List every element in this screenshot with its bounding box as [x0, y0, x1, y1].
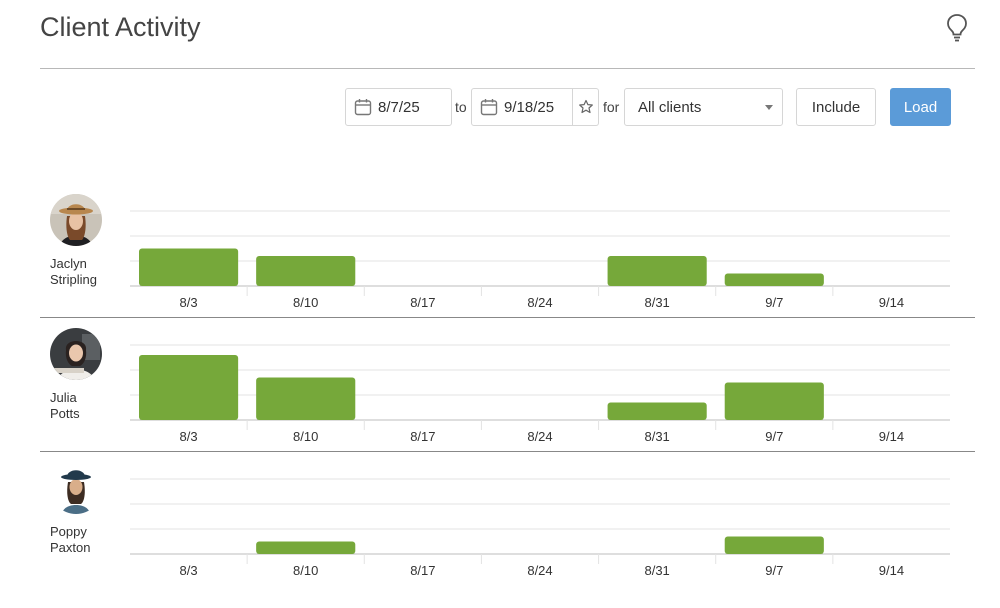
- row-divider: [40, 317, 975, 318]
- tick-label: 8/31: [644, 295, 669, 310]
- tick-label: 8/24: [527, 295, 552, 310]
- tick-label: 9/14: [879, 429, 904, 444]
- calendar-icon: [354, 99, 372, 116]
- activity-chart: 8/3 8/10 8/17 8/24 8/31 9/7 9/14: [130, 210, 950, 310]
- activity-bar: [724, 536, 824, 554]
- tick-label: 8/31: [644, 429, 669, 444]
- activity-bar: [607, 256, 707, 286]
- client-name[interactable]: Julia Potts: [50, 390, 80, 421]
- include-button[interactable]: Include: [796, 88, 876, 126]
- title-divider: [40, 68, 975, 69]
- activity-bar: [724, 273, 824, 286]
- activity-bar: [724, 382, 824, 420]
- client-filter-select[interactable]: All clients: [624, 88, 783, 126]
- tick-label: 8/17: [410, 429, 435, 444]
- activity-bar: [256, 377, 356, 420]
- load-button[interactable]: Load: [890, 88, 951, 126]
- tick-label: 8/3: [180, 295, 198, 310]
- avatar-photo-icon: [50, 462, 102, 514]
- end-date-input[interactable]: 9/18/25: [471, 88, 573, 126]
- chevron-down-icon: [765, 104, 773, 110]
- tick-label: 9/7: [765, 295, 783, 310]
- activity-bar: [139, 248, 239, 286]
- activity-bar: [256, 256, 356, 286]
- activity-bar: [256, 541, 356, 554]
- client-row: Poppy Paxton 8/3 8/10 8/17 8/24 8/31 9/7 9/14: [0, 462, 1000, 596]
- start-date-value: 8/7/25: [378, 98, 420, 116]
- tick-label: 8/10: [293, 429, 318, 444]
- tick-label: 8/17: [410, 295, 435, 310]
- avatar-photo-icon: [50, 194, 102, 246]
- tick-label: 9/7: [765, 563, 783, 578]
- avatar[interactable]: [50, 462, 102, 514]
- tick-label: 8/10: [293, 563, 318, 578]
- start-date-input[interactable]: 8/7/25: [345, 88, 452, 126]
- client-name[interactable]: Jaclyn Stripling: [50, 256, 97, 287]
- avatar[interactable]: [50, 328, 102, 380]
- favorite-range-button[interactable]: [573, 88, 599, 126]
- tick-label: 8/3: [180, 429, 198, 444]
- row-divider: [40, 451, 975, 452]
- page-title: Client Activity: [40, 12, 201, 42]
- tick-label: 9/14: [879, 563, 904, 578]
- end-date-value: 9/18/25: [504, 98, 555, 116]
- tick-label: 8/3: [180, 563, 198, 578]
- activity-chart: 8/3 8/10 8/17 8/24 8/31 9/7 9/14: [130, 478, 950, 578]
- lightbulb-icon[interactable]: [944, 12, 970, 42]
- tick-label: 8/17: [410, 563, 435, 578]
- to-label: to: [455, 99, 467, 115]
- client-name[interactable]: Poppy Paxton: [50, 524, 91, 555]
- tick-label: 9/7: [765, 429, 783, 444]
- client-row: Jaclyn Stripling 8/3 8/10 8/17 8/24 8/31 9/7 9…: [0, 194, 1000, 328]
- calendar-icon: [480, 99, 498, 116]
- tick-label: 9/14: [879, 295, 904, 310]
- activity-bar: [139, 355, 239, 420]
- tick-label: 8/24: [527, 429, 552, 444]
- activity-chart: 8/3 8/10 8/17 8/24 8/31 9/7 9/14: [130, 344, 950, 444]
- for-label: for: [603, 99, 620, 115]
- client-filter-value: All clients: [638, 98, 702, 116]
- tick-label: 8/10: [293, 295, 318, 310]
- avatar-photo-icon: [50, 328, 102, 380]
- avatar[interactable]: [50, 194, 102, 246]
- client-row: Julia Potts 8/3 8/10 8/17 8/24 8/31 9/7 9/14: [0, 328, 1000, 462]
- tick-label: 8/31: [644, 563, 669, 578]
- toolbar: 8/7/25 to 9/18/25 for All clients Includ…: [0, 88, 1000, 128]
- activity-bar: [607, 402, 707, 420]
- tick-label: 8/24: [527, 563, 552, 578]
- star-icon: [578, 99, 593, 114]
